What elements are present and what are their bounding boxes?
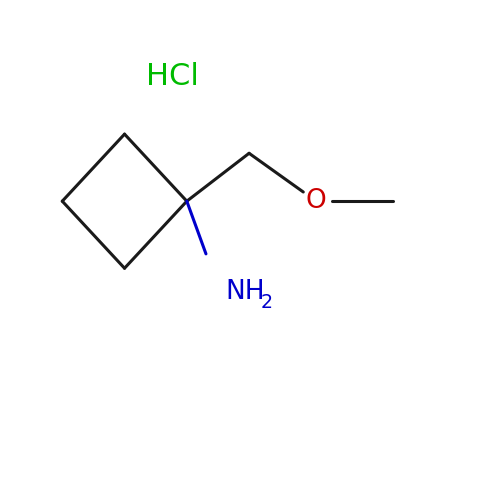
Text: 2: 2 (261, 293, 273, 312)
Text: NH: NH (225, 279, 265, 305)
Text: HCl: HCl (146, 62, 199, 91)
Text: O: O (306, 188, 327, 214)
